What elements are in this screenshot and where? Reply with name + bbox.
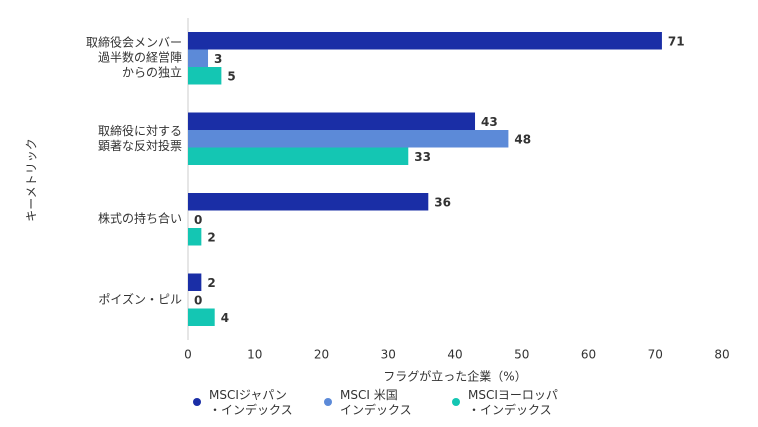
data-label: 5: [227, 69, 235, 83]
x-tick-label: 20: [314, 348, 329, 362]
bar: [188, 32, 662, 50]
x-tick-label: 60: [581, 348, 596, 362]
data-label: 4: [221, 311, 229, 325]
legend-marker: [452, 398, 460, 406]
y-tick-label: ポイズン・ピル: [98, 292, 182, 307]
x-tick-label: 80: [714, 348, 729, 362]
bar: [188, 147, 409, 165]
data-label: 0: [194, 293, 202, 307]
x-tick-label: 0: [184, 348, 192, 362]
bar: [188, 273, 202, 291]
data-label: 3: [214, 52, 222, 66]
x-tick-label: 70: [648, 348, 663, 362]
y-tick-label: 取締役会メンバー 過半数の経営陣 からの独立: [85, 35, 182, 80]
bar: [188, 67, 222, 85]
bar: [188, 308, 215, 326]
bar: [188, 130, 509, 148]
legend-label: MSCIジャパン ・インデックス: [209, 388, 293, 417]
y-tick-label: 取締役に対する 顕著な反対投票: [97, 123, 182, 153]
x-tick-label: 50: [514, 348, 529, 362]
data-label: 2: [207, 230, 215, 244]
x-tick-label: 30: [381, 348, 396, 362]
legend-marker: [324, 398, 332, 406]
data-label: 48: [514, 132, 531, 146]
bar: [188, 49, 209, 67]
data-label: 2: [207, 276, 215, 290]
data-label: 43: [481, 115, 498, 129]
data-label: 71: [668, 34, 685, 48]
legend-label: MSCIヨーロッパ ・インデックス: [468, 388, 558, 417]
x-axis-label: フラグが立った企業（%）: [383, 369, 526, 384]
bar: [188, 112, 476, 130]
x-tick-label: 10: [247, 348, 262, 362]
data-label: 33: [414, 150, 431, 164]
bar: [188, 228, 202, 246]
y-tick-label: 株式の持ち合い: [97, 211, 182, 226]
legend-label: MSCI 米国 インデックス: [340, 388, 412, 417]
data-label: 36: [434, 195, 451, 209]
y-axis-label: キーメトリック: [25, 138, 39, 222]
x-tick-label: 40: [447, 348, 462, 362]
data-label: 0: [194, 213, 202, 227]
legend-marker: [193, 398, 201, 406]
bar: [188, 193, 429, 211]
